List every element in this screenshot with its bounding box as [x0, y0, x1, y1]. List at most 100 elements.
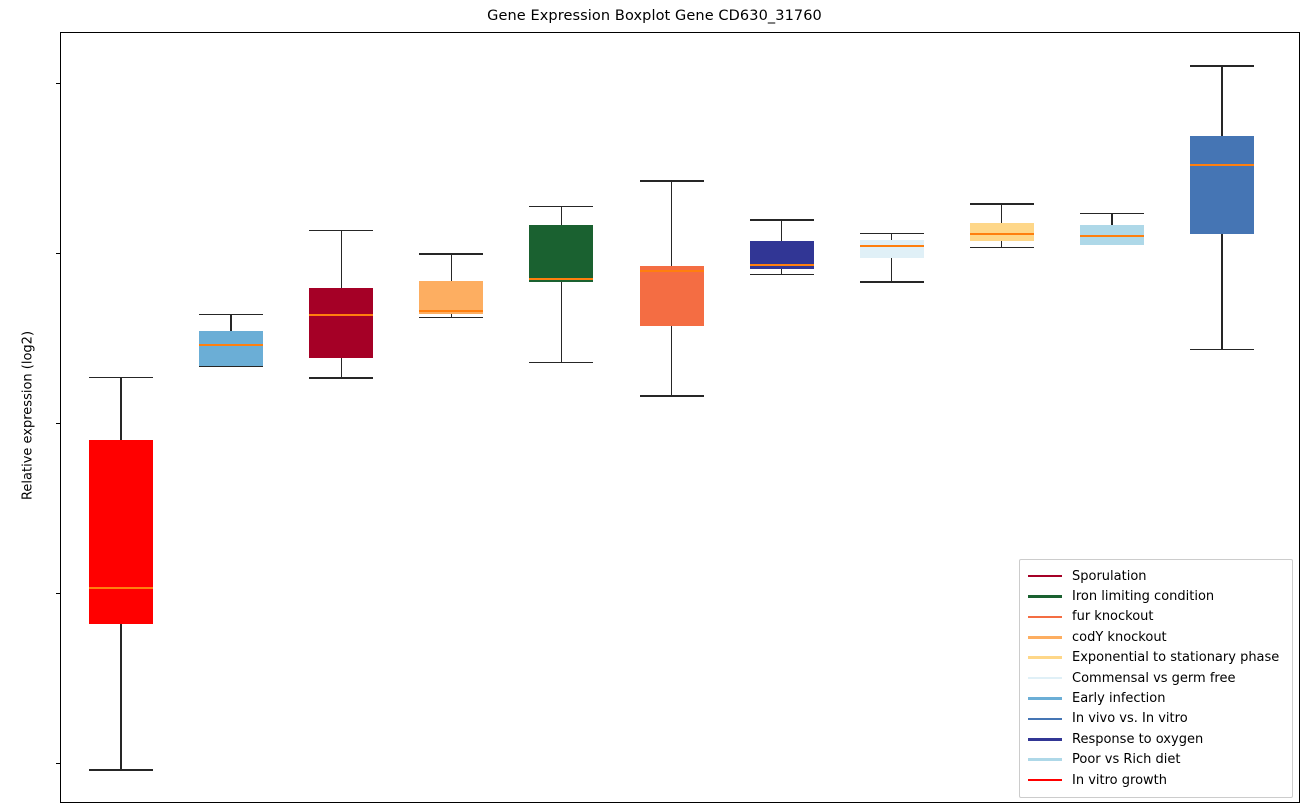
whisker-lower [560, 282, 563, 363]
whisker-upper [670, 180, 673, 266]
legend: Sporulation Iron limiting condition fur kn… [1019, 559, 1293, 799]
box-rect [89, 440, 153, 624]
whisker-lower [1221, 233, 1223, 350]
legend-item-label: Sporulation [1072, 568, 1147, 584]
legend-color-swatch [1028, 697, 1062, 700]
legend-item-label: Commensal vs germ free [1072, 670, 1236, 686]
box-rect [859, 240, 924, 259]
cap-lower [309, 377, 374, 379]
whisker-upper [1111, 213, 1113, 226]
whisker-upper [450, 254, 452, 282]
legend-color-swatch [1028, 717, 1062, 721]
cap-upper [199, 313, 264, 316]
box-rect [639, 265, 704, 327]
whisker-upper [1221, 66, 1223, 136]
cap-upper [1190, 65, 1254, 67]
cap-lower [1190, 348, 1254, 350]
legend-color-swatch [1028, 595, 1062, 598]
cap-upper [749, 219, 814, 221]
whisker-upper [780, 220, 783, 242]
whisker-upper [560, 206, 563, 226]
legend-item[interactable]: Exponential to stationary phase [1028, 648, 1284, 668]
cap-upper [309, 229, 374, 231]
legend-item[interactable]: In vitro growth [1028, 770, 1284, 790]
legend-item[interactable]: Early infection [1028, 688, 1284, 708]
cap-lower [419, 317, 484, 319]
legend-item[interactable]: Response to oxygen [1028, 729, 1284, 749]
whisker-lower [1001, 241, 1003, 248]
legend-item-label: Exponential to stationary phase [1072, 650, 1280, 666]
legend-item[interactable]: fur knockout [1028, 607, 1284, 627]
whisker-upper [340, 230, 342, 288]
cap-upper [89, 376, 153, 378]
cap-lower [529, 362, 594, 364]
median-line [859, 245, 924, 248]
box-rect [969, 223, 1034, 242]
legend-item[interactable]: Iron limiting condition [1028, 586, 1284, 606]
legend-item-label: Early infection [1072, 691, 1166, 707]
cap-upper [419, 253, 484, 255]
whisker-lower [670, 326, 673, 396]
cap-upper [1079, 212, 1144, 214]
cap-lower [89, 769, 153, 771]
median-line [1190, 163, 1254, 166]
whisker-lower [120, 623, 122, 770]
legend-item-label: fur knockout [1072, 609, 1154, 625]
whisker-lower [340, 357, 342, 379]
cap-lower [969, 246, 1034, 248]
legend-color-swatch [1028, 656, 1062, 660]
median-line [639, 270, 704, 272]
legend-item-label: Iron limiting condition [1072, 589, 1215, 605]
median-line [969, 232, 1034, 235]
legend-color-swatch [1028, 738, 1062, 741]
legend-color-swatch [1028, 676, 1062, 680]
cap-upper [639, 180, 704, 182]
y-axis-label: Relative expression (log2) [20, 330, 36, 501]
box-rect [1079, 225, 1144, 245]
cap-lower [639, 395, 704, 397]
box-rect [529, 225, 594, 283]
cap-upper [859, 232, 924, 235]
legend-item-label: codY knockout [1072, 629, 1167, 645]
whisker-upper [230, 314, 232, 332]
whisker-upper [120, 377, 122, 441]
legend-item-label: Response to oxygen [1072, 731, 1204, 747]
whisker-lower [450, 314, 452, 318]
legend-color-swatch [1028, 758, 1062, 761]
median-line [309, 314, 374, 317]
y-tick-mark [56, 252, 61, 254]
legend-item[interactable]: Commensal vs germ free [1028, 668, 1284, 688]
y-tick-mark [56, 762, 61, 764]
y-tick-mark [56, 422, 61, 424]
box-rect [1190, 135, 1254, 234]
chart-title: Gene Expression Boxplot Gene CD630_31760 [487, 8, 822, 24]
cap-upper [529, 205, 594, 208]
box-rect [309, 288, 374, 358]
legend-item-label: In vivo vs. In vitro [1072, 711, 1188, 727]
legend-color-swatch [1028, 574, 1062, 578]
box-rect [199, 331, 264, 367]
whisker-lower [780, 269, 783, 275]
median-line [1079, 235, 1144, 238]
cap-lower [859, 281, 924, 283]
median-line [529, 277, 594, 280]
median-line [749, 264, 814, 267]
legend-color-swatch [1028, 778, 1062, 782]
y-tick-mark [56, 82, 61, 84]
whisker-lower [891, 258, 893, 283]
legend-item[interactable]: Sporulation [1028, 566, 1284, 586]
y-tick-mark [56, 592, 61, 594]
cap-lower [199, 365, 264, 367]
legend-item[interactable]: In vivo vs. In vitro [1028, 709, 1284, 729]
legend-item[interactable]: Poor vs Rich diet [1028, 750, 1284, 770]
median-line [419, 309, 484, 312]
cap-lower [749, 273, 814, 276]
legend-item-label: Poor vs Rich diet [1072, 752, 1181, 768]
legend-color-swatch [1028, 636, 1062, 639]
whisker-upper [1001, 203, 1003, 224]
legend-item[interactable]: codY knockout [1028, 627, 1284, 647]
median-line [199, 343, 264, 346]
box-rect [419, 281, 484, 315]
median-line [89, 587, 153, 590]
